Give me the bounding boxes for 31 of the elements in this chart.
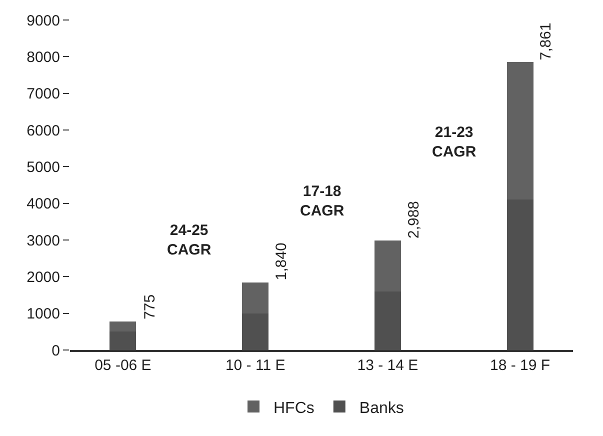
x-tick-label: 10 - 11 E [225,357,286,374]
total-label: 7,861 [538,22,555,60]
legend-label: HFCs [274,400,314,417]
total-label: 775 [141,294,158,320]
y-tick-label: 2000 [26,268,60,286]
bar [506,200,534,350]
total-label: 2,988 [406,200,423,239]
y-tick-label: 7000 [26,86,60,103]
x-tick-label: 05 -06 E [94,357,152,374]
total-label: 1,840 [273,242,290,280]
y-tick-label: 4000 [26,196,60,213]
bar [374,291,401,350]
bar [506,62,534,200]
y-tick-label: 3000 [26,232,60,250]
y-tick-label: 8000 [26,48,60,66]
bar [110,332,136,350]
annotation: 24-25 CAGR [167,222,212,258]
annotation: 21-23 CAGR [432,124,476,160]
bar [242,313,269,350]
bar [242,282,269,314]
y-tick-label: 6000 [26,122,60,140]
annotation: 17-18 CAGR [300,183,344,220]
y-tick-label: 5000 [26,158,60,176]
x-tick-label: 18 - 19 F [490,357,550,374]
y-tick-label: 9000 [26,12,60,30]
bar [374,240,401,292]
x-tick-label: 13 - 14 E [357,357,418,374]
y-tick-label: 1000 [26,306,60,323]
bar [110,322,136,332]
y-tick-label: 0 [52,342,60,360]
legend-label: Banks [359,400,404,417]
